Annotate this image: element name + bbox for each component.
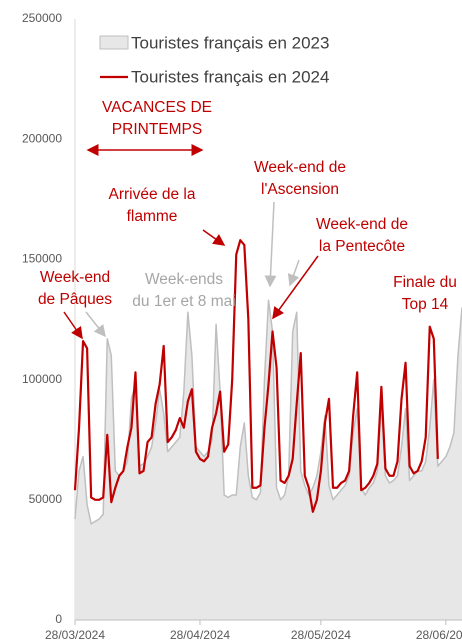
annotation: Week-end de: [316, 216, 408, 233]
y-tick-label: 50000: [29, 492, 63, 506]
y-tick-label: 250000: [22, 11, 62, 25]
y-tick-label: 100000: [22, 372, 62, 386]
legend-swatch: [99, 35, 129, 50]
x-tick-label: 28/04/2024: [170, 628, 230, 642]
annotation: de Pâques: [38, 291, 112, 308]
legend-label: Touristes français en 2023: [131, 33, 329, 52]
y-tick-label: 150000: [22, 252, 62, 266]
annotation: Week-end de: [254, 159, 346, 176]
y-tick-label: 200000: [22, 131, 62, 145]
annotation: du 1er et 8 mai: [132, 293, 235, 310]
annotation: flamme: [127, 208, 178, 225]
annotation: Week-ends: [145, 271, 223, 288]
annotation-arrows: [63, 144, 319, 340]
annotation: la Pentecôte: [319, 238, 405, 255]
x-tick-label: 28/05/2024: [291, 628, 351, 642]
legend-label: Touristes français en 2024: [131, 67, 329, 86]
annotation: l'Ascension: [261, 181, 339, 198]
annotation: Top 14: [402, 296, 449, 313]
area-fill: [75, 300, 462, 620]
annotation: Week-end: [40, 269, 110, 286]
line: [73, 239, 439, 513]
x-tick-label: 28/06/2024: [416, 628, 462, 642]
x-tick-label: 28/03/2024: [45, 628, 105, 642]
annotation: Finale du: [393, 274, 457, 291]
annotation: Arrivée de la: [108, 186, 195, 203]
annotation: PRINTEMPS: [112, 121, 202, 138]
y-tick-label: 0: [55, 612, 62, 626]
annotation: VACANCES DE: [102, 99, 212, 116]
